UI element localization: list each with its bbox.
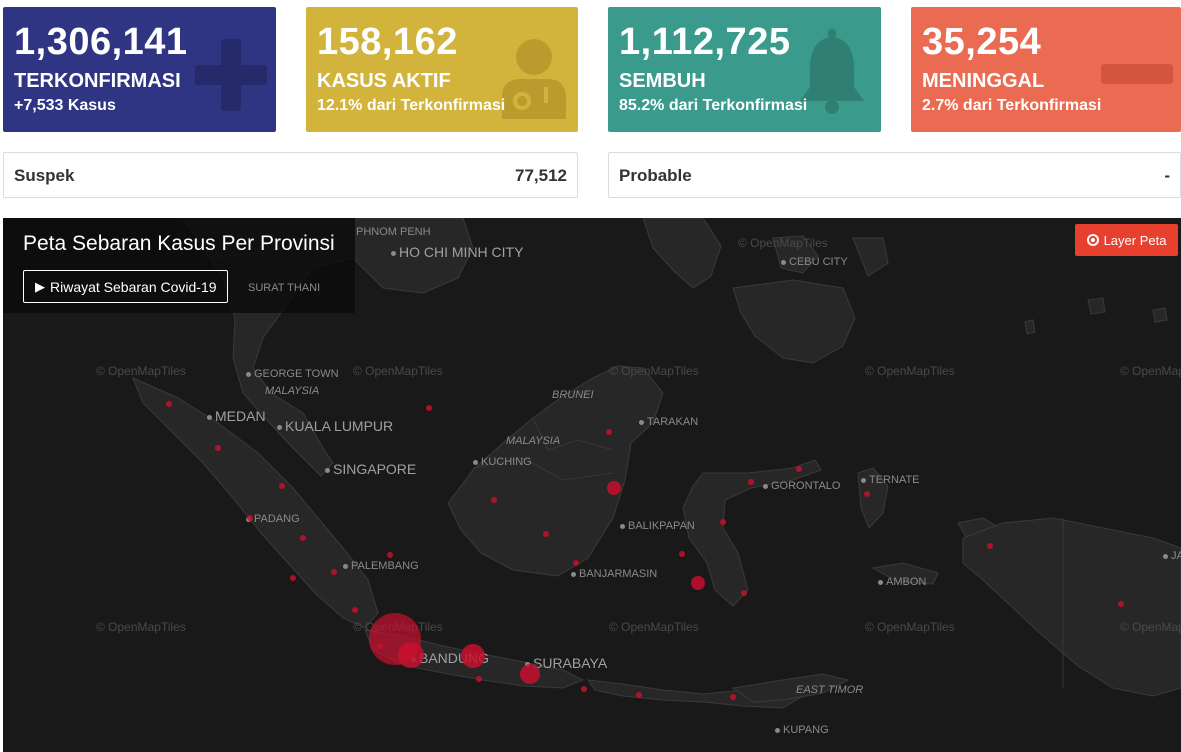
history-button-label: Riwayat Sebaran Covid-19 (50, 278, 217, 295)
city-label: KUCHING (473, 456, 532, 468)
deaths-card: 35,254 MENINGGAL 2.7% dari Terkonfirmasi (911, 7, 1181, 132)
city-label: MEDAN (207, 408, 266, 424)
city-label: BANJARMASIN (571, 568, 657, 580)
city-label: GORONTALO (763, 480, 840, 492)
map-watermark: © OpenMapTiles (609, 620, 699, 634)
map-header-panel: Peta Sebaran Kasus Per Provinsi ▶ Riwaya… (3, 218, 355, 313)
city-label: TERNATE (861, 474, 920, 486)
doctor-icon (502, 39, 566, 119)
recovered-card: 1,112,725 SEMBUH 85.2% dari Terkonfirmas… (608, 7, 881, 132)
city-label: TARAKAN (639, 416, 698, 428)
bell-icon (800, 29, 864, 114)
layers-icon (1086, 234, 1099, 246)
city-label: SINGAPORE (325, 461, 416, 477)
city-label: JA (1163, 550, 1181, 562)
probable-value: - (1164, 166, 1170, 185)
minus-icon (1101, 64, 1173, 84)
active-card: 158,162 KASUS AKTIF 12.1% dari Terkonfir… (306, 7, 578, 132)
confirmed-card: 1,306,141 TERKONFIRMASI +7,533 Kasus (3, 7, 276, 132)
city-label: SURAT THANI (248, 282, 321, 294)
suspect-label: Suspek (14, 166, 75, 185)
city-label: CEBU CITY (781, 256, 848, 268)
play-icon: ▶ (35, 278, 45, 294)
deaths-label: MENINGGAL (922, 70, 1045, 92)
recovered-value: 1,112,725 (619, 21, 791, 63)
city-label: SURABAYA (525, 655, 607, 671)
city-label: BALIKPAPAN (620, 520, 695, 532)
city-label: AMBON (878, 576, 926, 588)
active-label: KASUS AKTIF (317, 70, 451, 92)
layer-button-label: Layer Peta (1103, 232, 1167, 248)
deaths-sub: 2.7% dari Terkonfirmasi (922, 97, 1102, 114)
map-title: Peta Sebaran Kasus Per Provinsi (23, 232, 335, 255)
city-label: PHNOM PENH (356, 226, 431, 238)
active-value: 158,162 (317, 21, 458, 63)
city-label: BANDUNG (411, 650, 489, 666)
history-button[interactable]: ▶ Riwayat Sebaran Covid-19 (23, 270, 228, 303)
country-label: MALAYSIA (265, 385, 320, 397)
suspect-box: Suspek 77,512 (3, 152, 578, 198)
confirmed-label: TERKONFIRMASI (14, 70, 181, 92)
map-watermark: © OpenMapTiles (738, 236, 828, 250)
deaths-value: 35,254 (922, 21, 1042, 63)
city-label: HO CHI MINH CITY (391, 244, 523, 260)
confirmed-value: 1,306,141 (14, 21, 188, 63)
map-watermark: © OpenMapTiles (353, 364, 443, 378)
plus-icon (195, 39, 267, 111)
case-map[interactable]: Peta Sebaran Kasus Per Provinsi ▶ Riwaya… (3, 218, 1181, 752)
map-basemap[interactable] (3, 218, 1181, 752)
country-label: BRUNEI (552, 389, 594, 401)
map-watermark: © OpenMapTiles (609, 364, 699, 378)
country-label: EAST TIMOR (796, 684, 864, 696)
active-sub: 12.1% dari Terkonfirmasi (317, 97, 506, 114)
map-watermark: © OpenMapTiles (865, 620, 955, 634)
city-label: KUPANG (775, 724, 829, 736)
map-watermark: © OpenMapTiles (96, 620, 186, 634)
city-label: GEORGE TOWN (246, 368, 339, 380)
map-watermark: © OpenMapTiles (353, 620, 443, 634)
probable-label: Probable (619, 166, 692, 185)
map-watermark: © OpenMapTiles (96, 364, 186, 378)
map-watermark: © OpenMapTiles (1120, 364, 1181, 378)
map-watermark: © OpenMapTiles (865, 364, 955, 378)
probable-box: Probable - (608, 152, 1181, 198)
recovered-sub: 85.2% dari Terkonfirmasi (619, 97, 808, 114)
recovered-label: SEMBUH (619, 70, 706, 92)
country-label: MALAYSIA (506, 435, 561, 447)
layer-button[interactable]: Layer Peta (1075, 224, 1178, 256)
city-label: PALEMBANG (343, 560, 419, 572)
suspect-value: 77,512 (515, 166, 567, 185)
city-label: PADANG (246, 513, 300, 525)
city-label: KUALA LUMPUR (277, 418, 393, 434)
map-watermark: © OpenMapTiles (1120, 620, 1181, 634)
confirmed-sub: +7,533 Kasus (14, 97, 116, 114)
